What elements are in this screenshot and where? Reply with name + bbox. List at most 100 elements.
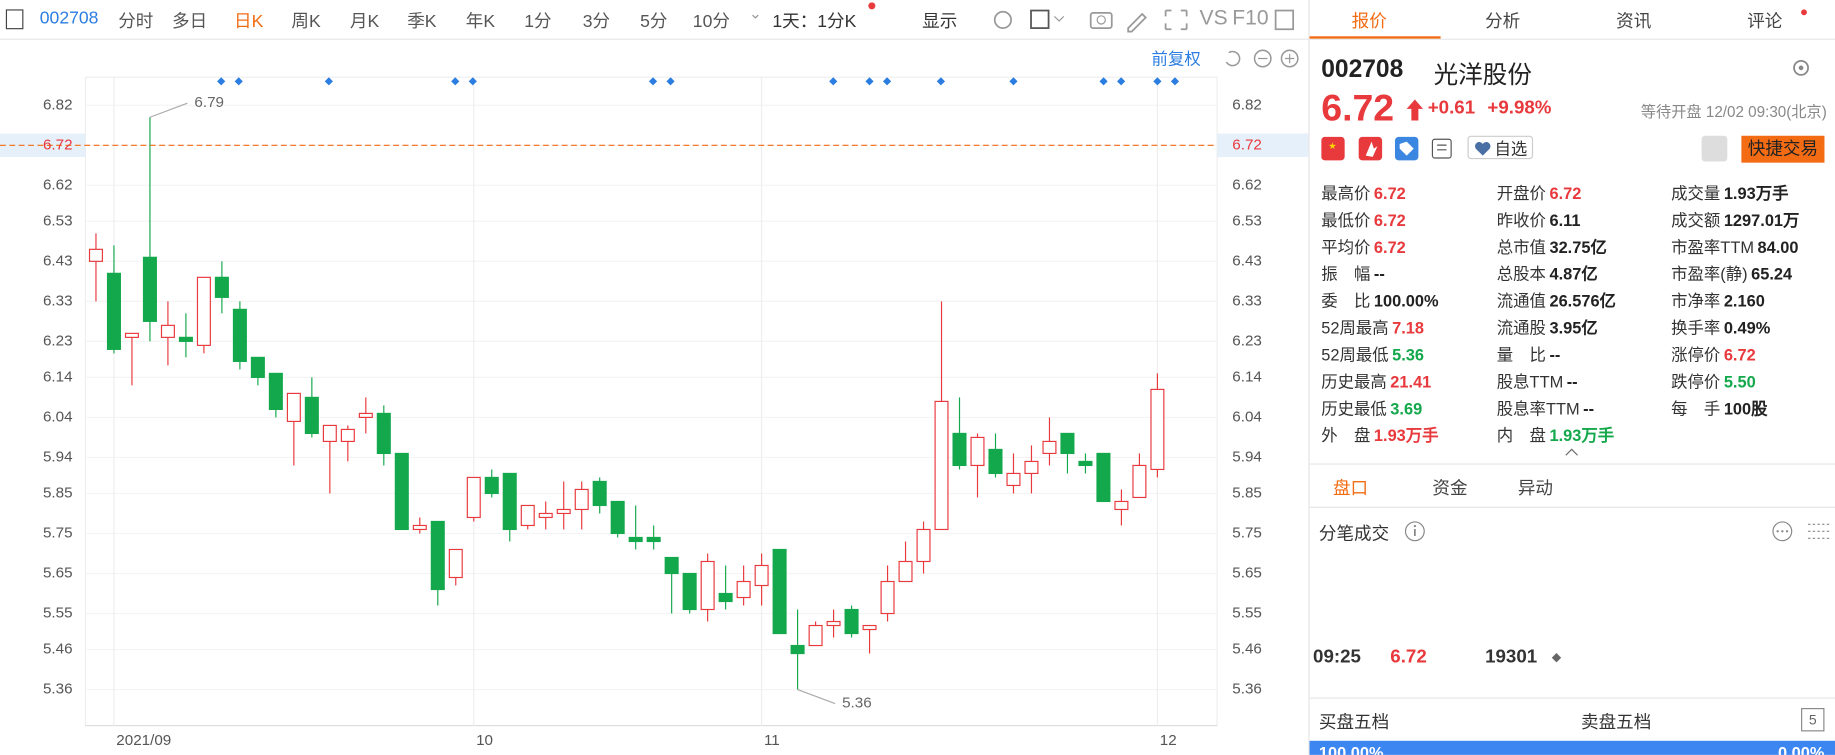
y-tick-label: 6.23 <box>43 332 73 349</box>
annotation-line <box>797 689 836 705</box>
y-tick-label: 5.55 <box>43 605 73 622</box>
stat-label: 总股本 <box>1496 264 1546 284</box>
candle-body <box>304 396 319 435</box>
stat-label: 跌停价 <box>1671 372 1721 391</box>
candle-body <box>1024 460 1039 475</box>
interval[interactable]: 1天：1分K <box>772 11 857 32</box>
quote-panel: 002708 光洋股份 6.72 +0.61 +9.98% 等待开盘 12/02… <box>1308 0 1835 755</box>
candle-body <box>718 592 733 603</box>
stat-value: 1.93万手 <box>1549 425 1615 445</box>
alert-button[interactable] <box>1701 135 1728 162</box>
more-icons[interactable] <box>1768 520 1834 543</box>
watch-button[interactable]: 自选 <box>1467 135 1534 160</box>
annotation-line <box>149 102 188 118</box>
period-tab[interactable]: 周K <box>291 11 321 32</box>
quote-tab[interactable]: 报价 <box>1351 11 1387 32</box>
bid-title: 买盘五档 <box>1318 712 1390 733</box>
period-tab[interactable]: 多日 <box>172 11 208 32</box>
dot <box>868 2 876 10</box>
tab-dot <box>1801 9 1807 16</box>
period-tab[interactable]: 分时 <box>118 11 154 32</box>
stat: 内 盘 1.93万手 <box>1497 424 1614 447</box>
y-tick-label-right: 6.14 <box>1232 368 1262 385</box>
sub-tab[interactable]: 异动 <box>1517 478 1553 499</box>
stat-value: 32.75亿 <box>1549 237 1607 257</box>
ticks-title: 分笔成交 <box>1318 524 1390 545</box>
level-toggle[interactable]: 5 <box>1801 708 1825 732</box>
event-marker <box>936 77 946 86</box>
candle-body <box>646 536 661 543</box>
tick-time: 09:25 <box>1313 647 1361 668</box>
svg-text:★: ★ <box>1328 141 1336 151</box>
period-tab[interactable]: 10分 <box>692 11 730 32</box>
stat-label: 流通股 <box>1496 318 1546 338</box>
y-tick-label-right: 5.55 <box>1232 605 1262 622</box>
collapse-icon[interactable] <box>1565 447 1579 456</box>
stat-label: 委 比 <box>1321 291 1371 311</box>
stat-value: 2.160 <box>1723 291 1765 311</box>
sub-tab[interactable]: 盘口 <box>1332 478 1369 499</box>
y-tick-label: 5.46 <box>43 641 73 658</box>
candle-body <box>880 580 895 615</box>
y-tick-label: 6.62 <box>43 176 73 193</box>
quote-name: 光洋股份 <box>1433 62 1532 89</box>
period-tab[interactable]: 月K <box>349 11 380 32</box>
stat-value: 6.72 <box>1373 237 1406 257</box>
candle-body <box>754 564 769 587</box>
candle-body <box>538 512 553 519</box>
period-tab[interactable]: 日K <box>234 11 264 32</box>
stat: 振 幅 -- <box>1321 262 1385 285</box>
period-tab[interactable]: 1分 <box>524 11 552 32</box>
stat-label: 历史最低 <box>1321 399 1387 418</box>
candle-body <box>484 476 499 495</box>
dropdown-arrow[interactable]: ⌄ <box>748 4 762 23</box>
sidebar-toggle[interactable] <box>5 9 24 30</box>
candle-body <box>664 556 679 575</box>
stat-value: 1.93万手 <box>1373 425 1439 445</box>
stat-label: 涨停价 <box>1671 345 1721 364</box>
x-tick-label: 11 <box>764 732 780 749</box>
stat-label: 每 手 <box>1671 399 1721 418</box>
f10-button[interactable]: F10 <box>1232 5 1269 30</box>
stat-label: 市净率 <box>1671 291 1721 311</box>
stat: 外 盘 1.93万手 <box>1321 424 1438 447</box>
trade-button[interactable]: 快捷交易 <box>1741 135 1825 163</box>
x-tick-label: 12 <box>1160 732 1177 749</box>
stat-label: 振 幅 <box>1321 264 1371 284</box>
current-price-label: 6.72 <box>43 136 73 153</box>
quote-price: 6.72 <box>1321 86 1395 129</box>
settings-icon[interactable] <box>1789 56 1812 79</box>
quote-tab[interactable]: 评论 <box>1747 11 1783 32</box>
display-menu[interactable]: 显示 <box>922 11 958 32</box>
stat-value: 0.49% <box>1723 318 1771 338</box>
quote-code: 002708 <box>1321 56 1404 84</box>
info-icon[interactable] <box>1403 520 1426 543</box>
candle-body <box>466 476 481 519</box>
period-tab[interactable]: 3分 <box>582 11 611 32</box>
y-tick-label: 6.43 <box>43 252 73 269</box>
stat: 成交量 1.93万手 <box>1671 181 1788 204</box>
y-tick-label-right: 6.53 <box>1232 212 1262 229</box>
stat-value: -- <box>1566 372 1578 391</box>
adjust-button[interactable]: 前复权 <box>1151 49 1201 68</box>
price-band <box>1217 133 1309 157</box>
y-tick-label: 6.82 <box>43 96 73 113</box>
candle-body <box>322 424 337 443</box>
period-tab[interactable]: 年K <box>465 11 496 32</box>
candle-body <box>970 436 985 467</box>
candlestick-chart: 6.82 6.82 6.72 6.72 6.62 6.62 6.53 6.53 6.43 6.43… <box>0 76 1309 749</box>
stat: 市净率 2.160 <box>1671 289 1765 312</box>
sub-tab[interactable]: 资金 <box>1432 478 1468 499</box>
up-arrow <box>1406 99 1424 121</box>
quote-tab[interactable]: 分析 <box>1485 11 1521 32</box>
period-tab[interactable]: 5分 <box>640 11 668 32</box>
stat-label: 最低价 <box>1321 210 1371 230</box>
quote-tab[interactable]: 资讯 <box>1616 11 1652 32</box>
candle-body <box>1078 460 1093 467</box>
candle-body <box>1150 388 1165 471</box>
vs-button[interactable]: VS <box>1199 5 1228 30</box>
stat-label: 流通值 <box>1496 291 1546 311</box>
stat-label: 52周最高 <box>1321 318 1389 338</box>
candle-body <box>916 528 931 563</box>
period-tab[interactable]: 季K <box>407 11 437 32</box>
